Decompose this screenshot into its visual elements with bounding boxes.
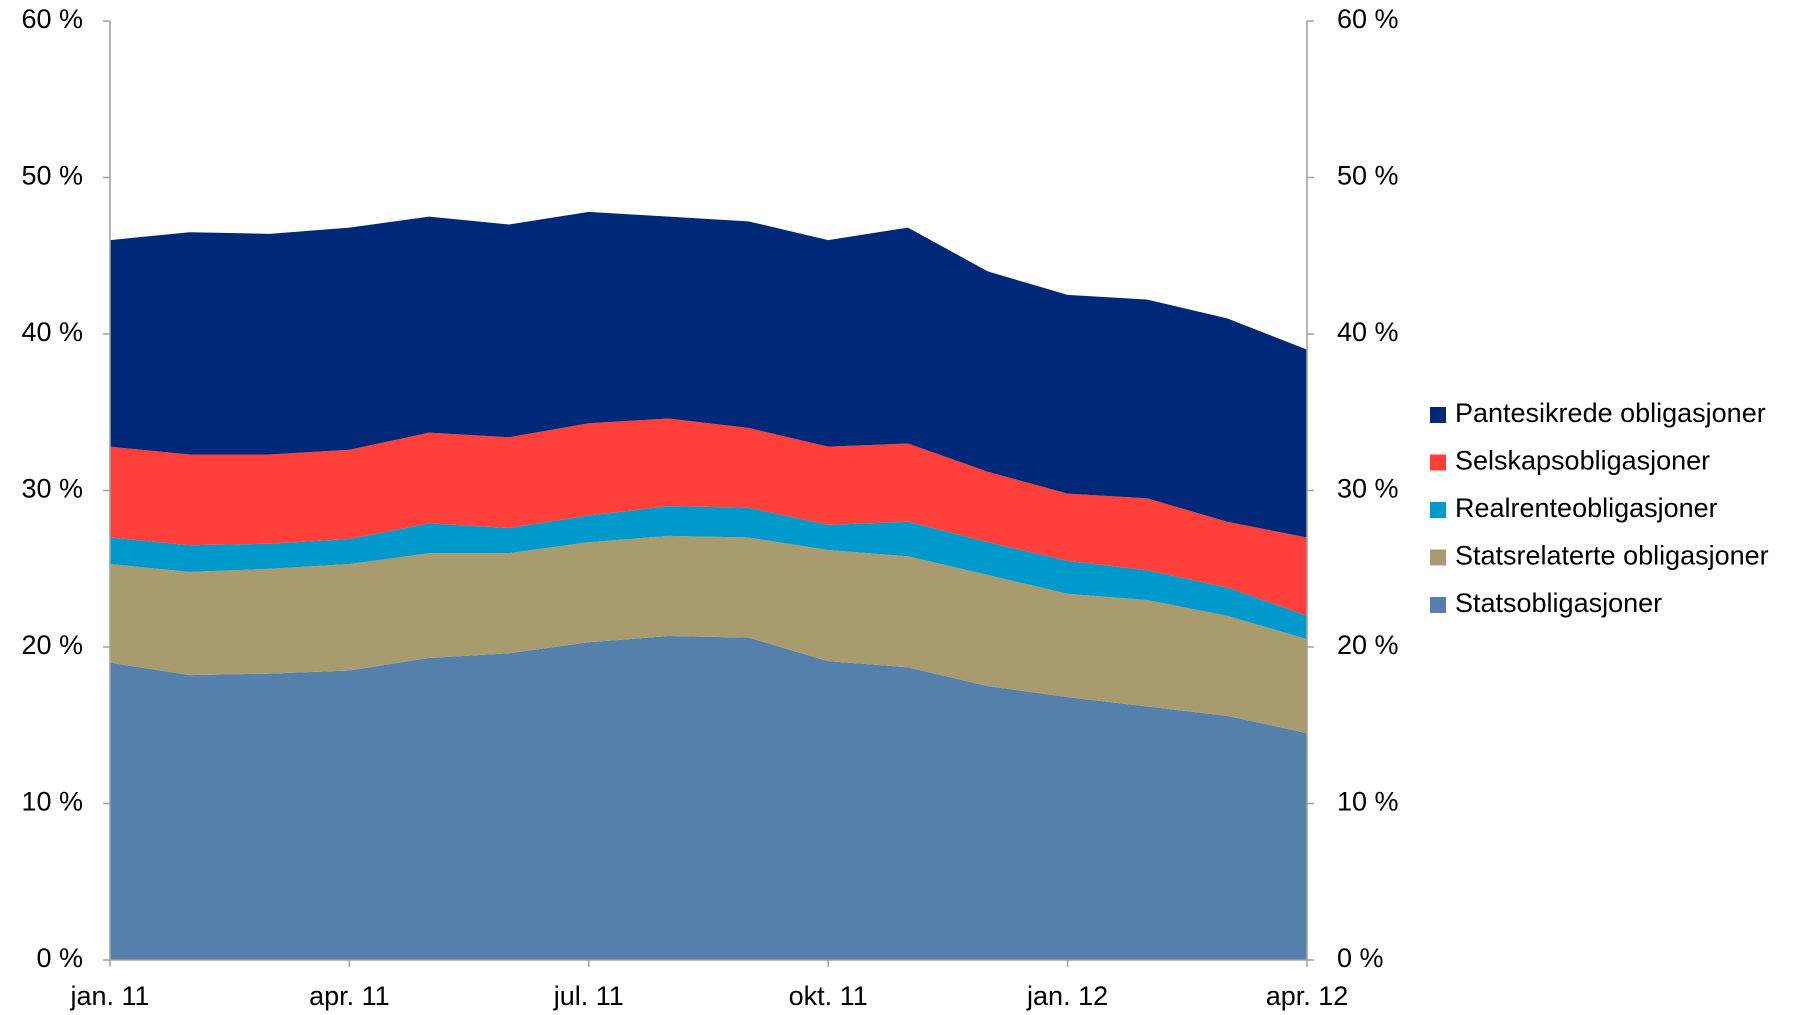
x-tick-label: jan. 11 [69,981,149,1011]
legend-swatch [1430,407,1446,423]
y2-tick-label: 20 % [1337,630,1399,660]
legend-swatch [1430,597,1446,613]
y-tick-label: 20 % [21,630,83,660]
area [110,535,1307,734]
area [110,506,1307,640]
area [110,211,1307,538]
y2-tick-label: 10 % [1337,787,1399,817]
x-tick-label: apr. 12 [1266,981,1349,1011]
y-tick-label: 10 % [21,787,83,817]
y2-tick-label: 60 % [1337,4,1399,34]
y-tick-label: 0 % [36,943,83,973]
y-tick-label: 50 % [21,161,83,191]
legend-swatch [1430,454,1446,471]
y2-tick-label: 30 % [1337,474,1399,504]
area [110,636,1307,960]
area [110,418,1307,616]
y2-tick-label: 0 % [1337,943,1384,973]
x-tick-label: okt. 11 [789,981,868,1011]
legend-swatch [1430,502,1446,518]
x-tick-label: jan. 12 [1026,981,1108,1011]
y2-tick-label: 50 % [1337,161,1399,191]
legend-label: Selskapsobligasjoner [1455,446,1710,476]
y-tick-label: 60 % [21,4,83,34]
legend-label: Statsrelaterte obligasjoner [1455,541,1769,571]
x-tick-label: apr. 11 [309,981,390,1011]
y-tick-label: 30 % [21,474,83,504]
legend-label: Pantesikrede obligasjoner [1455,398,1766,428]
legend-swatch [1430,549,1446,566]
y2-tick-label: 40 % [1337,317,1399,347]
y-tick-label: 40 % [21,317,83,347]
x-tick-label: jul. 11 [553,981,624,1011]
legend-label: Statsobligasjoner [1455,588,1662,618]
legend-label: Realrenteobligasjoner [1455,493,1718,523]
